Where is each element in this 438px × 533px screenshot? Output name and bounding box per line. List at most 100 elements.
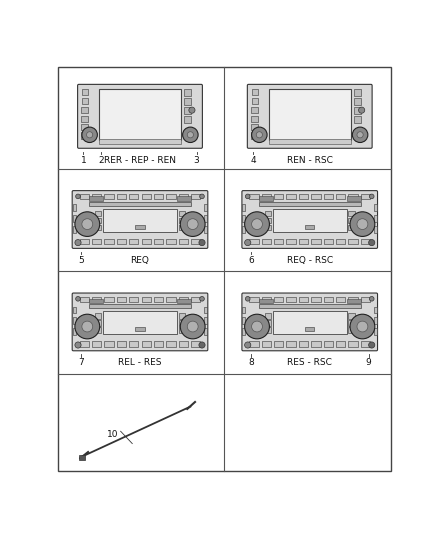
Bar [204,215,208,222]
Bar [249,296,258,302]
Bar [249,239,258,244]
Bar [154,341,163,346]
Bar [104,239,113,244]
Bar [184,98,191,105]
Bar [166,239,176,244]
Bar [311,194,321,199]
Circle shape [199,342,205,348]
Bar [272,209,347,232]
Bar [251,133,258,139]
Bar [73,215,76,222]
Bar [73,306,76,313]
Bar [274,341,283,346]
Bar [251,98,258,104]
Bar [204,328,208,335]
Bar [354,88,361,95]
Bar [354,98,361,105]
Circle shape [369,342,375,348]
Bar [81,116,88,122]
Circle shape [369,239,375,246]
Bar [179,320,185,326]
Bar [242,225,245,232]
Bar [286,239,296,244]
Bar [242,215,245,222]
Bar [92,239,101,244]
Text: 5: 5 [78,256,84,265]
Bar [82,88,88,95]
Circle shape [189,107,195,113]
Bar [265,211,271,216]
Bar [184,88,191,95]
Circle shape [200,194,204,199]
Bar [204,317,208,324]
Text: REQ: REQ [131,256,149,265]
Bar [305,327,314,331]
Bar [179,341,188,346]
Bar [95,320,101,326]
Bar [349,218,355,223]
Bar [361,194,370,199]
Bar [251,107,258,113]
Bar [336,194,346,199]
Circle shape [245,212,269,237]
Circle shape [180,212,205,237]
Bar [258,202,361,206]
Bar [89,196,103,201]
Bar [349,313,355,319]
Bar [286,341,296,346]
Bar [129,239,138,244]
Bar [242,306,245,313]
Bar [268,90,351,140]
Bar [299,194,308,199]
Bar [258,299,272,303]
Bar [286,194,296,199]
Circle shape [200,296,204,301]
Bar [184,116,191,123]
Text: 3: 3 [194,156,199,165]
Bar [242,204,245,211]
Bar [251,116,258,122]
Text: 2: 2 [99,156,104,165]
Bar [141,194,151,199]
Bar [89,304,191,308]
Bar [258,196,272,201]
Bar [286,296,296,302]
Circle shape [369,296,374,301]
Circle shape [359,107,365,113]
Bar [179,239,188,244]
Circle shape [251,321,262,332]
Bar [92,341,101,346]
FancyBboxPatch shape [247,84,372,148]
Bar [242,328,245,335]
Bar [251,124,258,130]
Bar [154,194,163,199]
Bar [135,327,145,331]
Bar [95,225,101,230]
Circle shape [199,239,205,246]
Bar [89,299,103,303]
Bar [349,194,358,199]
Bar [135,225,145,229]
Bar [154,296,163,302]
FancyBboxPatch shape [242,191,378,248]
Text: REQ - RSC: REQ - RSC [286,256,333,265]
Bar [92,194,101,199]
Bar [261,296,271,302]
Bar [324,194,333,199]
FancyBboxPatch shape [78,84,202,148]
Bar [274,296,283,302]
Bar [179,296,188,302]
Bar [261,194,271,199]
Bar [258,304,361,308]
Bar [204,204,208,211]
Bar [129,296,138,302]
Bar [80,239,89,244]
Bar [349,341,358,346]
Bar [95,313,101,319]
Bar [354,116,361,123]
Bar [336,239,346,244]
Circle shape [256,132,262,138]
Bar [73,204,76,211]
Bar [166,296,176,302]
Bar [95,327,101,333]
